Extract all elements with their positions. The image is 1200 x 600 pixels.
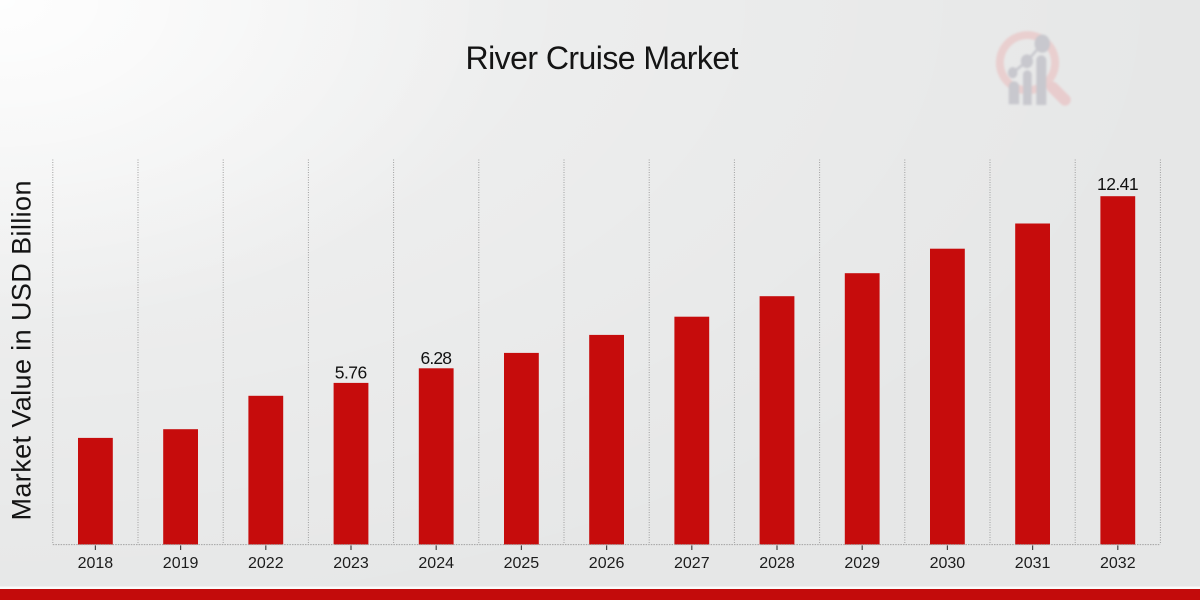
svg-text:2027: 2027 [674,555,710,572]
svg-text:6.28: 6.28 [420,348,452,368]
svg-text:2023: 2023 [333,555,369,572]
svg-text:Market Value in USD Billion: Market Value in USD Billion [7,181,37,521]
svg-text:2032: 2032 [1100,555,1136,572]
svg-text:2031: 2031 [1015,555,1051,572]
svg-text:2024: 2024 [418,555,454,572]
svg-text:5.76: 5.76 [335,363,368,383]
svg-text:2026: 2026 [589,555,625,572]
svg-text:2029: 2029 [844,555,880,572]
svg-text:2018: 2018 [78,555,114,572]
svg-text:2022: 2022 [248,555,284,572]
svg-text:River Cruise Market: River Cruise Market [466,40,739,76]
svg-text:2019: 2019 [163,555,199,572]
svg-text:12.41: 12.41 [1097,174,1139,194]
svg-text:2025: 2025 [504,555,540,572]
svg-text:2030: 2030 [930,555,966,572]
svg-text:2028: 2028 [759,555,795,572]
